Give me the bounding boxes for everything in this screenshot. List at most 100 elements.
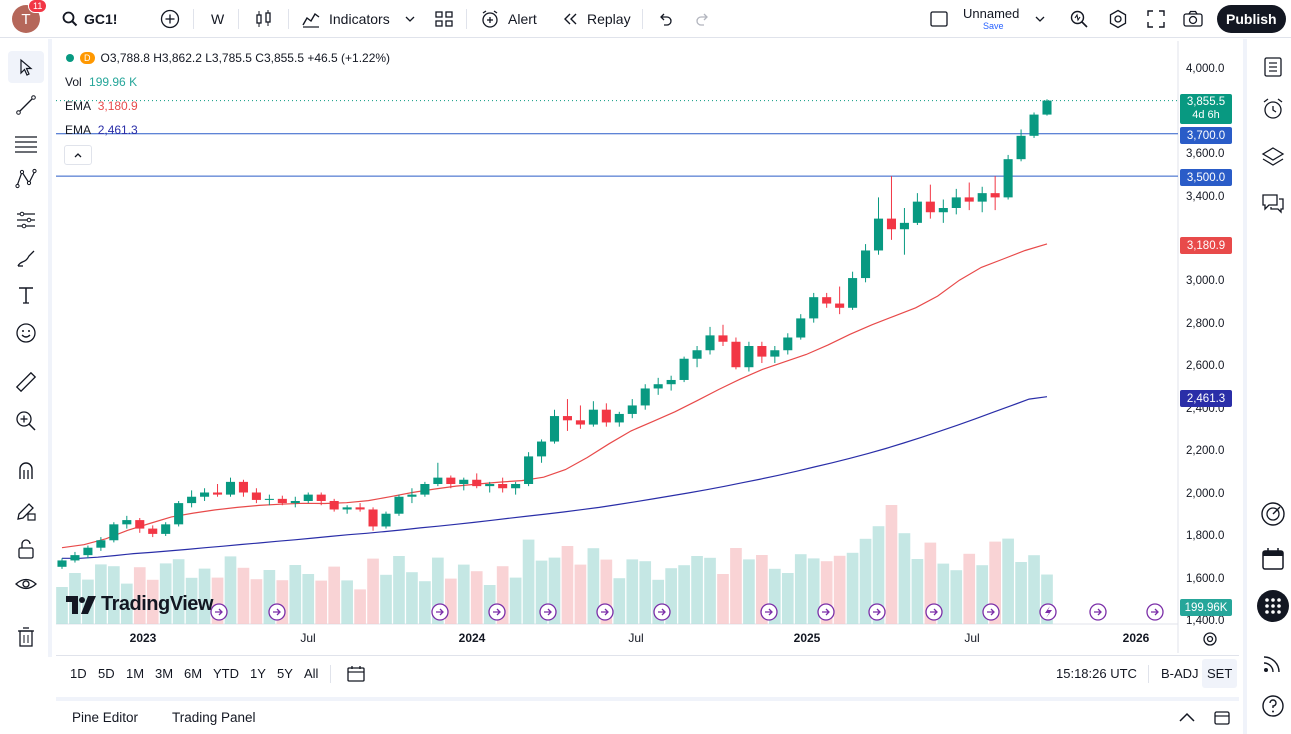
- range-3m[interactable]: 3M: [155, 666, 174, 681]
- dividend-event-icon[interactable]: [760, 603, 778, 621]
- forecast-tool[interactable]: [8, 204, 44, 236]
- dividend-event-icon[interactable]: [431, 603, 449, 621]
- candle-body: [848, 278, 858, 308]
- volume-bar: [250, 579, 263, 624]
- goto-date-button[interactable]: [346, 664, 366, 689]
- candle-body: [355, 507, 365, 510]
- text-t-icon: [19, 287, 33, 304]
- brush-tool[interactable]: [8, 243, 44, 275]
- indicators-button[interactable]: Indicators: [301, 0, 416, 38]
- dividend-event-icon[interactable]: [982, 603, 1000, 621]
- adjustment-toggle[interactable]: B-ADJ: [1161, 666, 1199, 681]
- range-1d[interactable]: 1D: [70, 666, 87, 681]
- dividend-event-icon[interactable]: [210, 603, 228, 621]
- delete-tool[interactable]: [8, 621, 44, 653]
- layout-button[interactable]: [929, 0, 949, 38]
- volume-bar: [470, 571, 483, 624]
- dividend-event-icon[interactable]: [488, 603, 506, 621]
- chart-type-button[interactable]: [254, 0, 274, 38]
- text-tool[interactable]: [8, 279, 44, 311]
- trend-line-tool[interactable]: [8, 89, 44, 121]
- chart-pane[interactable]: D O3,788.8 H3,862.2 L3,785.5 C3,855.5 +4…: [56, 41, 1239, 653]
- undo-button[interactable]: [656, 0, 674, 38]
- drawing-mode-tool[interactable]: [8, 495, 44, 527]
- watchlist-button[interactable]: [1255, 49, 1291, 85]
- range-5d[interactable]: 5D: [98, 666, 115, 681]
- publish-button[interactable]: Publish: [1217, 0, 1286, 38]
- alert-button[interactable]: Alert: [480, 0, 537, 38]
- help-button[interactable]: [1255, 688, 1291, 724]
- avatar[interactable]: T 11: [12, 0, 48, 38]
- candle-body: [990, 193, 1000, 198]
- signals-button[interactable]: [1255, 645, 1291, 681]
- future-event-icon[interactable]: [1146, 603, 1164, 621]
- dividend-event-icon[interactable]: [596, 603, 614, 621]
- range-6m[interactable]: 6M: [184, 666, 203, 681]
- volume-bar: [665, 568, 677, 624]
- lightning-event-icon[interactable]: [1039, 603, 1057, 621]
- measure-tool[interactable]: [8, 366, 44, 398]
- calendar-icon: [1262, 548, 1284, 570]
- emoji-tool[interactable]: [8, 317, 44, 349]
- templates-button[interactable]: [434, 0, 454, 38]
- layout-name[interactable]: Unnamed Save: [963, 0, 1019, 38]
- redo-button[interactable]: [694, 0, 712, 38]
- dividend-event-icon[interactable]: [653, 603, 671, 621]
- apps-button[interactable]: [1255, 588, 1291, 624]
- vol-label: Vol: [65, 75, 82, 89]
- session-toggle[interactable]: SET: [1202, 659, 1238, 688]
- snapshot-button[interactable]: [1182, 0, 1204, 38]
- calendar-button[interactable]: [1255, 541, 1291, 577]
- price-chart[interactable]: [56, 41, 1239, 653]
- quick-search-button[interactable]: [1069, 0, 1089, 38]
- interval-button[interactable]: W: [211, 0, 224, 38]
- fib-tool[interactable]: [8, 128, 44, 160]
- dividend-event-icon[interactable]: [268, 603, 286, 621]
- range-1y[interactable]: 1Y: [250, 666, 266, 681]
- alerts-button[interactable]: [1255, 91, 1291, 127]
- visibility-tool[interactable]: [8, 568, 44, 600]
- object-tree-button[interactable]: [1255, 139, 1291, 175]
- undo-icon: [660, 13, 672, 26]
- pine-editor-tab[interactable]: Pine Editor: [72, 710, 139, 725]
- range-1m[interactable]: 1M: [126, 666, 145, 681]
- utc-clock[interactable]: 15:18:26 UTC: [1056, 666, 1137, 681]
- axis-settings-button[interactable]: [1202, 631, 1218, 652]
- volume-bar: [133, 567, 146, 624]
- cursor-tool[interactable]: [8, 51, 44, 83]
- range-ytd[interactable]: YTD: [213, 666, 239, 681]
- pattern-tool[interactable]: [8, 163, 44, 195]
- dividend-event-icon[interactable]: [817, 603, 835, 621]
- chats-button[interactable]: [1255, 185, 1291, 221]
- dividend-event-icon[interactable]: [539, 603, 557, 621]
- settings-button[interactable]: [1108, 0, 1128, 38]
- volume-bar: [406, 572, 418, 624]
- volume-bar: [613, 578, 626, 624]
- indicators-label: Indicators: [329, 11, 390, 27]
- ema-slow-price-label: 2,461.3: [1180, 390, 1232, 407]
- candle-body: [433, 477, 443, 484]
- range-5y[interactable]: 5Y: [277, 666, 293, 681]
- ema-fast-line: [61, 243, 1048, 549]
- dividend-event-icon[interactable]: [925, 603, 943, 621]
- compare-button[interactable]: [160, 0, 180, 38]
- ideas-button[interactable]: [1255, 496, 1291, 532]
- symbol-search[interactable]: GC1!: [62, 0, 117, 38]
- collapse-panel-button[interactable]: [1178, 710, 1196, 729]
- magnet-tool[interactable]: [8, 455, 44, 487]
- trading-panel-tab[interactable]: Trading Panel: [172, 710, 256, 725]
- dividend-event-icon[interactable]: [868, 603, 886, 621]
- layout-menu-button[interactable]: [1034, 0, 1046, 38]
- fullscreen-button[interactable]: [1146, 0, 1166, 38]
- future-event-icon[interactable]: [1089, 603, 1107, 621]
- x-tick: Jul: [300, 631, 316, 645]
- vol-legend: Vol 199.96 K: [65, 75, 137, 89]
- zoom-tool[interactable]: [8, 405, 44, 437]
- maximize-panel-button[interactable]: [1213, 709, 1231, 732]
- collapse-legend-button[interactable]: [64, 145, 92, 165]
- candle-body: [148, 528, 158, 534]
- replay-button[interactable]: Replay: [561, 0, 631, 38]
- candle-body: [329, 500, 339, 510]
- lock-tool[interactable]: [8, 533, 44, 565]
- range-all[interactable]: All: [304, 666, 319, 681]
